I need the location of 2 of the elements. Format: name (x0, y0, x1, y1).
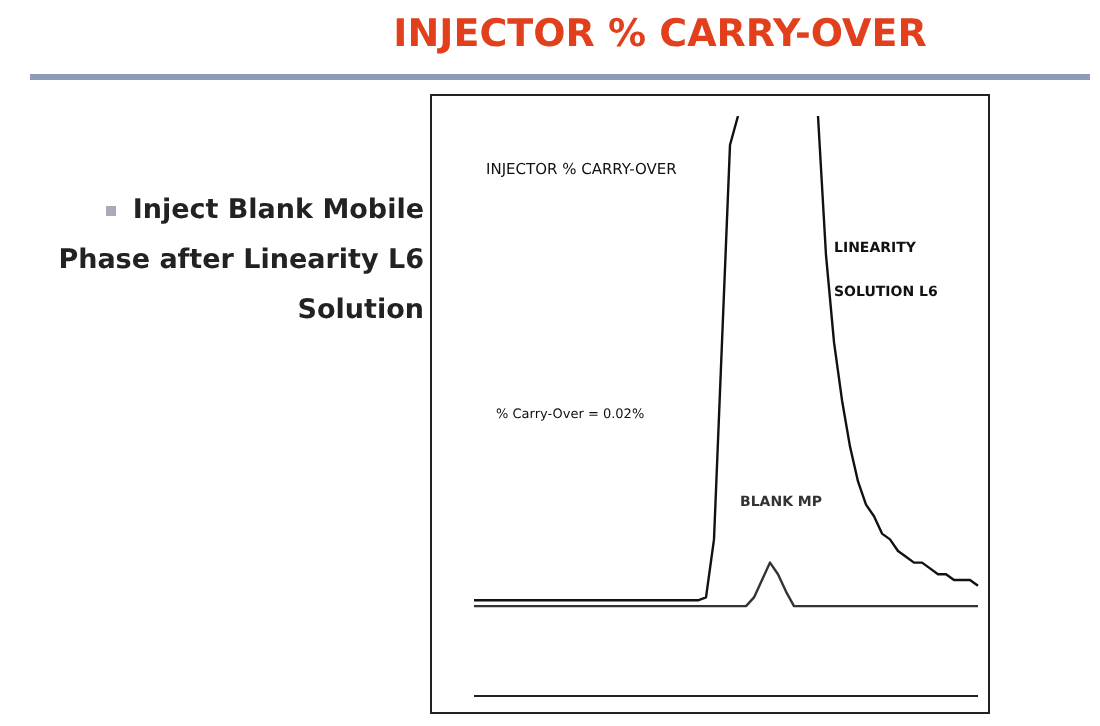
chart-title: INJECTOR % CARRY-OVER (391, 12, 929, 56)
text: Inject Blank Mobile Phase after Linearity L6 Solution (56, 192, 424, 330)
